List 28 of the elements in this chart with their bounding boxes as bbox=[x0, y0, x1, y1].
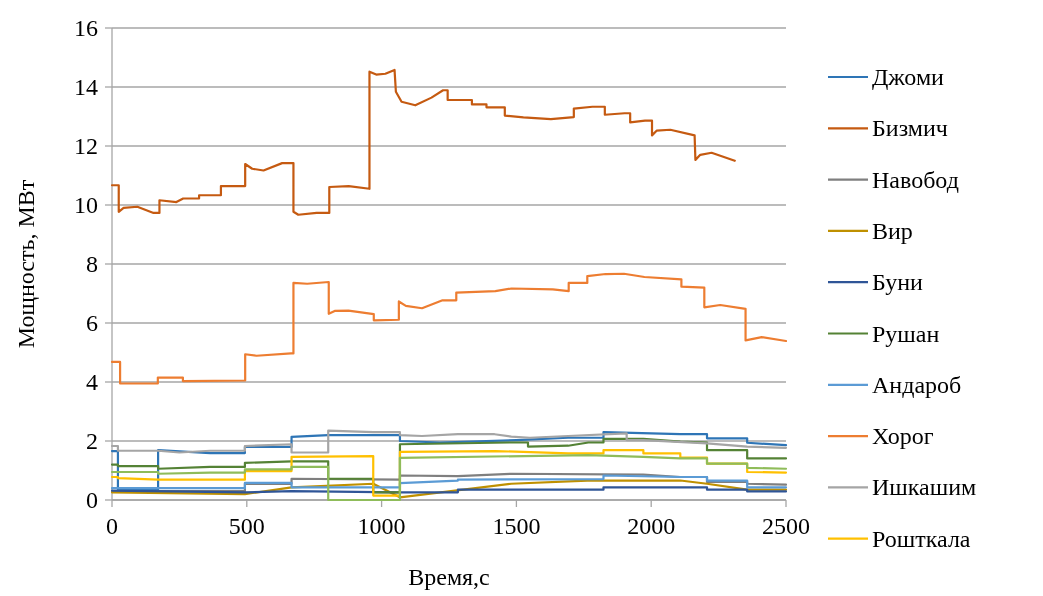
x-axis-title: Время,с bbox=[408, 564, 490, 590]
legend-label: Вир bbox=[872, 217, 913, 244]
x-tick-label: 2500 bbox=[762, 513, 810, 539]
legend-label: Хорог bbox=[872, 423, 934, 450]
legend-label: Джоми bbox=[872, 64, 945, 90]
y-tick-label: 10 bbox=[74, 192, 98, 218]
x-tick-label: 0 bbox=[106, 513, 118, 539]
legend-label: Андароб bbox=[872, 371, 962, 398]
y-tick-label: 4 bbox=[86, 369, 98, 395]
y-tick-label: 0 bbox=[86, 487, 98, 513]
x-tick-label: 1000 bbox=[357, 513, 406, 539]
x-tick-label: 500 bbox=[228, 513, 265, 539]
legend-label: Бизмич bbox=[872, 115, 948, 142]
y-tick-label: 6 bbox=[86, 310, 98, 336]
legend-label: Ишкашим bbox=[872, 474, 977, 501]
legend-label: Рушан bbox=[872, 320, 940, 347]
legend-label: Навобод bbox=[872, 166, 959, 193]
y-tick-label: 8 bbox=[86, 251, 98, 277]
y-tick-label: 14 bbox=[74, 74, 98, 100]
y-tick-label: 2 bbox=[86, 428, 98, 454]
y-tick-label: 12 bbox=[74, 133, 98, 159]
line-series bbox=[110, 68, 736, 216]
y-tick-label: 16 bbox=[74, 15, 98, 41]
legend-label: Рошткала bbox=[872, 525, 971, 552]
x-tick-label: 1500 bbox=[492, 513, 541, 539]
x-tick-label: 2000 bbox=[627, 513, 676, 539]
legend-label: Буни bbox=[872, 269, 924, 296]
y-axis-title: Мощность, МВт bbox=[13, 179, 39, 349]
